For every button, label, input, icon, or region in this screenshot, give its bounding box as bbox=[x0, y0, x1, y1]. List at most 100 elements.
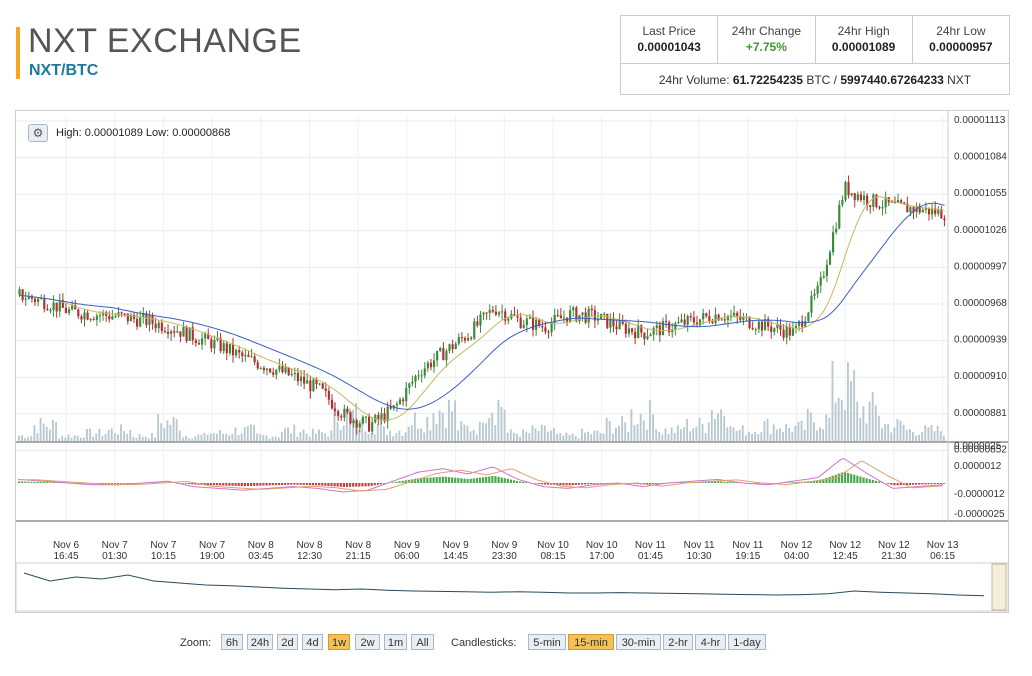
volume-bar bbox=[924, 425, 927, 441]
candle-body bbox=[630, 328, 634, 332]
volume-bar bbox=[447, 399, 450, 441]
volume-bar bbox=[219, 429, 221, 441]
x-tick-date: Nov 7 bbox=[199, 540, 226, 551]
macd-histogram-bar bbox=[48, 482, 52, 483]
candle-body bbox=[788, 326, 791, 336]
candle-body bbox=[819, 277, 822, 286]
high-value: 0.00001089 bbox=[831, 40, 896, 54]
candlestick-button-1-day[interactable]: 1-day bbox=[728, 634, 766, 650]
volume-btc: 61.72254235 bbox=[732, 73, 803, 87]
volume-bar bbox=[664, 428, 667, 441]
candlestick-button-15-min[interactable]: 15-min bbox=[568, 634, 614, 650]
price-chart[interactable]: 0.00001113 0.00001084 0.00001055 0.00001026… bbox=[15, 110, 1009, 613]
volume-bar bbox=[574, 436, 577, 441]
volume-bar bbox=[748, 431, 750, 441]
volume-bar bbox=[262, 434, 265, 441]
zoom-button-1m[interactable]: 1m bbox=[384, 634, 407, 650]
candlestick-button-5-min[interactable]: 5-min bbox=[528, 634, 566, 650]
volume-bar bbox=[451, 411, 453, 441]
candle-body bbox=[244, 354, 247, 357]
x-tick-date: Nov 10 bbox=[537, 540, 569, 551]
volume-bar bbox=[571, 433, 574, 441]
candle-body bbox=[760, 321, 764, 331]
zoom-button-All[interactable]: All bbox=[411, 634, 434, 650]
x-tick-time: 04:00 bbox=[784, 551, 809, 562]
volume-bar bbox=[348, 408, 351, 441]
volume-bar bbox=[642, 420, 645, 441]
chart-canvas[interactable]: 0.00001113 0.00001084 0.00001055 0.00001026… bbox=[15, 111, 1009, 612]
candle-body bbox=[358, 423, 361, 428]
macd-histogram-bar bbox=[33, 481, 36, 483]
zoom-button-24h[interactable]: 24h bbox=[247, 634, 273, 650]
volume-bar bbox=[209, 433, 212, 441]
macd-histogram-bar bbox=[933, 483, 936, 485]
volume-bar bbox=[407, 426, 410, 441]
macd-tick-label: 0.0000012 bbox=[954, 461, 1002, 472]
volume-bar bbox=[454, 400, 457, 441]
macd-histogram-bar bbox=[215, 483, 219, 486]
volume-bar bbox=[534, 428, 537, 441]
candle-body bbox=[838, 204, 841, 229]
volume-bar bbox=[163, 428, 166, 441]
volume-bar bbox=[602, 433, 605, 441]
candlestick-button-30-min[interactable]: 30-min bbox=[616, 634, 661, 650]
candle-body bbox=[315, 379, 318, 384]
x-tick-date: Nov 6 bbox=[53, 540, 80, 551]
volume-bar bbox=[45, 426, 48, 441]
candle-body bbox=[482, 312, 485, 315]
candle-body bbox=[442, 347, 445, 361]
gear-icon[interactable]: ⚙ bbox=[28, 124, 48, 142]
candle-body bbox=[770, 326, 773, 332]
volume-bar bbox=[930, 425, 933, 441]
volume-bar bbox=[636, 424, 639, 441]
volume-bar bbox=[423, 432, 426, 441]
macd-histogram-bar bbox=[417, 478, 420, 483]
macd-histogram-bar bbox=[246, 483, 250, 487]
volume-bar bbox=[318, 429, 320, 441]
zoom-button-2d[interactable]: 2d bbox=[277, 634, 298, 650]
volume-bar bbox=[599, 433, 602, 441]
candle-body bbox=[272, 372, 275, 375]
candle-body bbox=[924, 207, 927, 211]
volume-bar bbox=[528, 433, 531, 441]
volume-bar bbox=[70, 437, 73, 441]
candle-body bbox=[825, 264, 828, 276]
candle-body bbox=[556, 314, 559, 316]
volume-bar bbox=[48, 429, 51, 441]
volume-bar bbox=[754, 431, 757, 441]
candle-body bbox=[531, 317, 535, 330]
volume-bar bbox=[426, 416, 429, 441]
volume-bar bbox=[79, 437, 82, 441]
zoom-button-6h[interactable]: 6h bbox=[221, 634, 243, 650]
macd-histogram-bar bbox=[104, 483, 107, 484]
candle-body bbox=[377, 415, 380, 420]
candlestick-button-2-hr[interactable]: 2-hr bbox=[663, 634, 693, 650]
zoom-button-4d[interactable]: 4d bbox=[302, 634, 323, 650]
candle-body bbox=[256, 362, 259, 369]
volume-bar bbox=[336, 422, 339, 441]
volume-bar bbox=[42, 423, 45, 441]
volume-bar bbox=[373, 434, 376, 441]
candle-body bbox=[321, 383, 324, 389]
y-tick-label: 0.00000968 bbox=[954, 298, 1007, 309]
zoom-label: Zoom: bbox=[180, 637, 212, 649]
macd-histogram-bar bbox=[234, 483, 237, 486]
signal-line bbox=[18, 460, 943, 492]
macd-histogram-bar bbox=[441, 476, 444, 483]
macd-histogram-bar bbox=[284, 483, 287, 485]
macd-histogram-bar bbox=[645, 483, 649, 485]
candle-body bbox=[553, 314, 556, 324]
volume-bar bbox=[345, 408, 348, 441]
volume-bar bbox=[225, 433, 228, 441]
macd-histogram-bar bbox=[868, 479, 871, 483]
volume-bar bbox=[519, 436, 521, 441]
zoom-button-1w[interactable]: 1w bbox=[328, 634, 350, 650]
last-price-cell: Last Price 0.00001043 bbox=[621, 16, 719, 63]
candle-body bbox=[151, 315, 154, 324]
zoom-button-2w[interactable]: 2w bbox=[355, 634, 380, 650]
macd-histogram-bar bbox=[831, 475, 834, 483]
volume-bar bbox=[726, 427, 729, 441]
macd-histogram-bar bbox=[262, 483, 265, 486]
candlestick-button-4-hr[interactable]: 4-hr bbox=[695, 634, 726, 650]
volume-bar bbox=[311, 428, 314, 441]
